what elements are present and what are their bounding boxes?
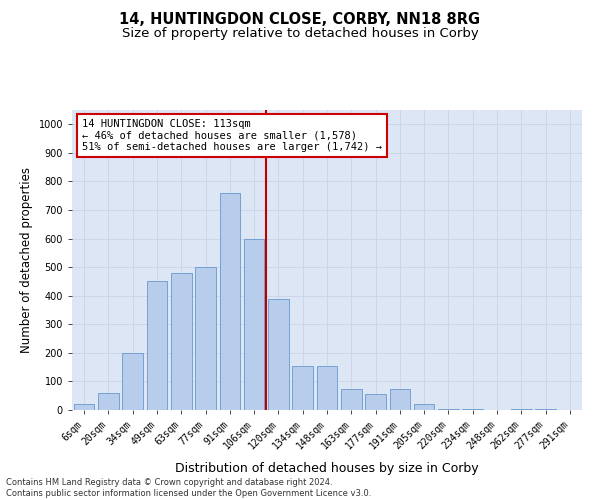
Bar: [317, 366, 337, 410]
Bar: [463, 408, 483, 410]
Bar: [365, 394, 386, 410]
Bar: [244, 238, 265, 410]
Bar: [535, 408, 556, 410]
X-axis label: Distribution of detached houses by size in Corby: Distribution of detached houses by size …: [175, 462, 479, 475]
Y-axis label: Number of detached properties: Number of detached properties: [20, 167, 33, 353]
Text: Contains HM Land Registry data © Crown copyright and database right 2024.
Contai: Contains HM Land Registry data © Crown c…: [6, 478, 371, 498]
Text: 14 HUNTINGDON CLOSE: 113sqm
← 46% of detached houses are smaller (1,578)
51% of : 14 HUNTINGDON CLOSE: 113sqm ← 46% of det…: [82, 119, 382, 152]
Bar: [195, 267, 216, 410]
Bar: [146, 282, 167, 410]
Text: 14, HUNTINGDON CLOSE, CORBY, NN18 8RG: 14, HUNTINGDON CLOSE, CORBY, NN18 8RG: [119, 12, 481, 28]
Bar: [341, 388, 362, 410]
Bar: [414, 404, 434, 410]
Bar: [511, 408, 532, 410]
Bar: [292, 366, 313, 410]
Bar: [74, 404, 94, 410]
Bar: [98, 393, 119, 410]
Text: Size of property relative to detached houses in Corby: Size of property relative to detached ho…: [122, 28, 478, 40]
Bar: [389, 388, 410, 410]
Bar: [171, 273, 191, 410]
Bar: [122, 353, 143, 410]
Bar: [220, 193, 240, 410]
Bar: [268, 298, 289, 410]
Bar: [438, 408, 459, 410]
